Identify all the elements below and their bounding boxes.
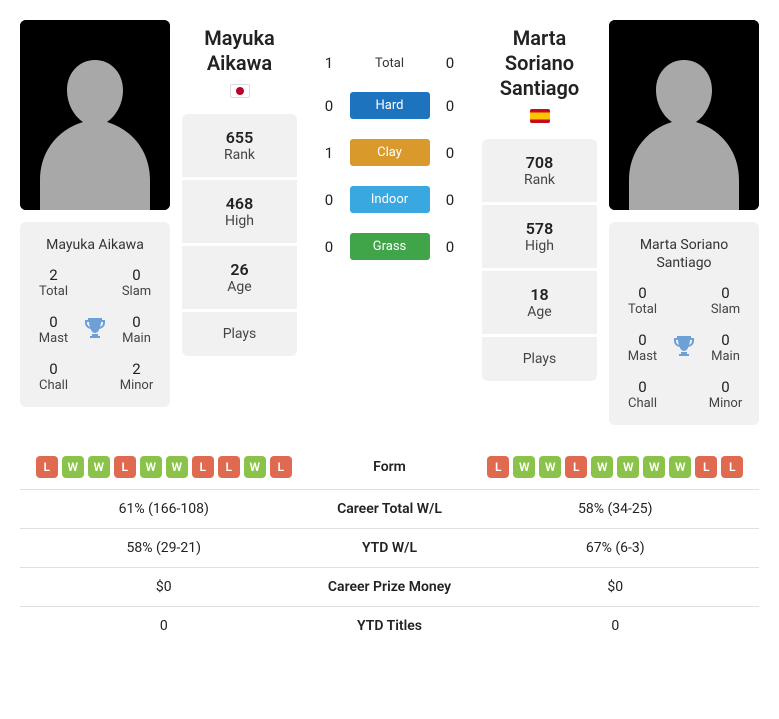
p1-high: 468 [188,194,291,213]
trophy-icon [81,316,109,344]
top-row: Mayuka Aikawa 2Total 0Slam 0Mast 0Main 0… [20,20,759,425]
p1-titles-main: 0 [109,313,164,331]
h2h-grass-p1: 0 [317,238,341,256]
form-chip: W [617,456,639,478]
p1-titles-total: 2 [26,266,81,284]
h2h-total-p2: 0 [438,54,462,72]
form-chip: L [192,456,214,478]
surface-indoor-pill[interactable]: Indoor [350,186,430,213]
player1-mid: Mayuka Aikawa 655Rank 468High 26Age Play… [182,20,297,356]
form-chip: L [487,456,509,478]
form-chip: L [695,456,717,478]
form-chip: L [114,456,136,478]
p1-titles-minor: 2 [109,360,164,378]
h2h-indoor-p2: 0 [438,191,462,209]
player2-titles-card: Marta Soriano Santiago 0Total 0Slam 0Mas… [609,222,759,425]
h2h-indoor-p1: 0 [317,191,341,209]
player1-side: Mayuka Aikawa 2Total 0Slam 0Mast 0Main 0… [20,20,170,407]
p2-ytd-titles: 0 [480,618,752,634]
form-chip: W [62,456,84,478]
form-chip: W [513,456,535,478]
p2-titles-mast: 0 [615,331,670,349]
player1-name: Mayuka Aikawa [182,26,297,76]
p1-titles-chall: 0 [26,360,81,378]
trophy-icon [670,334,698,362]
form-chip: L [218,456,240,478]
row-label-career-prize: Career Prize Money [300,579,480,595]
row-label-form: Form [300,459,480,475]
p1-titles-slam: 0 [109,266,164,284]
form-chip: L [36,456,58,478]
row-label-ytd-wl: YTD W/L [300,540,480,556]
player1-name-small: Mayuka Aikawa [26,236,164,254]
h2h-hard-p1: 0 [317,97,341,115]
h2h-total-p1: 1 [317,54,341,72]
p2-ytd-wl: 67% (6-3) [480,540,752,556]
h2h-total-label: Total [350,56,430,71]
form-chip: W [88,456,110,478]
p1-ytd-titles: 0 [28,618,300,634]
flag-jp-icon [230,84,250,98]
h2h-grass-p2: 0 [438,238,462,256]
p1-career-prize: $0 [28,579,300,595]
p2-titles-total: 0 [615,284,670,302]
form-chip: W [643,456,665,478]
player1-photo [20,20,170,210]
p1-ytd-wl: 58% (29-21) [28,540,300,556]
player2-photo [609,20,759,210]
p2-titles-minor: 0 [698,378,753,396]
p2-titles-chall: 0 [615,378,670,396]
p2-form: LWWLWWWWLL [480,456,752,478]
p2-career-prize: $0 [480,579,752,595]
p1-career-wl: 61% (166-108) [28,501,300,517]
row-label-ytd-titles: YTD Titles [300,618,480,634]
p2-titles-main: 0 [698,331,753,349]
p1-titles-mast: 0 [26,313,81,331]
form-chip: W [669,456,691,478]
form-chip: W [140,456,162,478]
form-chip: L [721,456,743,478]
form-chip: L [270,456,292,478]
player2-name-small: Marta Soriano Santiago [615,236,753,272]
p1-age: 26 [188,260,291,279]
form-chip: W [166,456,188,478]
surface-grass-pill[interactable]: Grass [350,233,430,260]
h2h-hard-p2: 0 [438,97,462,115]
form-chip: W [539,456,561,478]
h2h-clay-p1: 1 [317,144,341,162]
form-chip: W [244,456,266,478]
player2-name: Marta Soriano Santiago [482,26,597,101]
surface-hard-pill[interactable]: Hard [350,92,430,119]
compare-table: LWWLWWLLWL Form LWWLWWWWLL 61% (166-108)… [20,445,759,645]
p1-form: LWWLWWLLWL [28,456,300,478]
flag-es-icon [530,109,550,123]
p2-rank: 708 [488,153,591,172]
player2-mid: Marta Soriano Santiago 708Rank 578High 1… [482,20,597,381]
h2h-center: 1 Total 0 0 Hard 0 1 Clay 0 0 Indoor 0 0… [309,20,470,260]
player2-side: Marta Soriano Santiago 0Total 0Slam 0Mas… [609,20,759,425]
p1-rank: 655 [188,128,291,147]
p2-career-wl: 58% (34-25) [480,501,752,517]
player1-titles-card: Mayuka Aikawa 2Total 0Slam 0Mast 0Main 0… [20,222,170,407]
row-label-career-wl: Career Total W/L [300,501,480,517]
p2-age: 18 [488,285,591,304]
form-chip: W [591,456,613,478]
surface-clay-pill[interactable]: Clay [350,139,430,166]
p2-high: 578 [488,219,591,238]
form-chip: L [565,456,587,478]
h2h-clay-p2: 0 [438,144,462,162]
p2-titles-slam: 0 [698,284,753,302]
